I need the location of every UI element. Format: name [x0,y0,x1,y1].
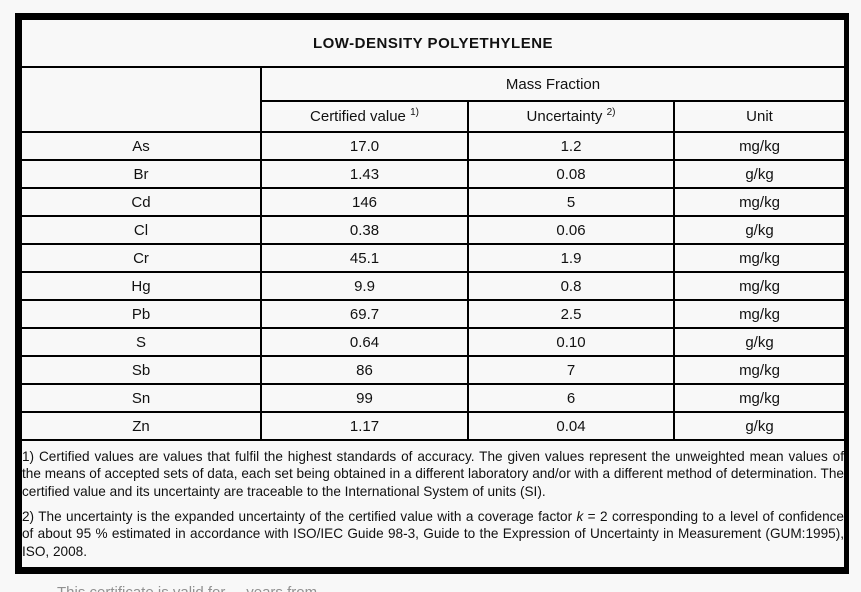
certificate-frame: LOW-DENSITY POLYETHYLENE Mass Fraction C… [15,13,849,574]
cell-certified-value: 9.9 [260,271,469,301]
cell-element-symbol: S [20,327,262,357]
cell-certified-value: 1.17 [260,411,469,441]
cell-uncertainty: 0.8 [467,271,675,301]
cell-certified-value: 45.1 [260,243,469,273]
footnote-1: 1) Certified values are values that fulf… [22,448,844,499]
cell-unit: g/kg [673,159,846,189]
cell-element-symbol: Hg [20,271,262,301]
title-row: LOW-DENSITY POLYETHYLENE [20,18,846,68]
cell-uncertainty: 2.5 [467,299,675,329]
bottom-cutoff-caption: This certificate is valid for ... years … [57,584,334,592]
table-row: Sn 99 6 mg/kg [20,383,846,413]
cell-uncertainty: 7 [467,355,675,385]
cell-unit: g/kg [673,411,846,441]
footnote-row: 1) Certified values are values that fulf… [20,439,846,569]
cell-unit: mg/kg [673,187,846,217]
cell-certified-value: 17.0 [260,131,469,161]
cell-certified-value: 0.38 [260,215,469,245]
group-header-row: Mass Fraction [20,66,846,133]
column-header-uncertainty: Uncertainty 2) [467,100,675,133]
cell-uncertainty: 1.9 [467,243,675,273]
cell-unit: mg/kg [673,271,846,301]
table-row: S 0.64 0.10 g/kg [20,327,846,357]
table-row: Cl 0.38 0.06 g/kg [20,215,846,245]
table-row: Sb 86 7 mg/kg [20,355,846,385]
table-row: As 17.0 1.2 mg/kg [20,131,846,161]
cell-element-symbol: Pb [20,299,262,329]
cell-element-symbol: As [20,131,262,161]
coverage-factor-k: k [576,509,584,524]
table-row: Br 1.43 0.08 g/kg [20,159,846,189]
cell-certified-value: 0.64 [260,327,469,357]
cell-certified-value: 146 [260,187,469,217]
cell-certified-value: 99 [260,383,469,413]
cell-element-symbol: Br [20,159,262,189]
cell-uncertainty: 0.10 [467,327,675,357]
cell-uncertainty: 0.08 [467,159,675,189]
cell-uncertainty: 0.06 [467,215,675,245]
footnote-2-text-post: = 2 corresponding to a level of confiden… [22,509,844,559]
uncertainty-footnote-marker: 2) [606,107,616,118]
cell-element-symbol: Cl [20,215,262,245]
cell-unit: mg/kg [673,355,846,385]
cell-uncertainty: 0.04 [467,411,675,441]
cell-element-symbol: Sn [20,383,262,413]
column-header-unit: Unit [673,100,846,133]
table-row: Zn 1.17 0.04 g/kg [20,411,846,441]
cell-element-symbol: Zn [20,411,262,441]
cell-unit: mg/kg [673,243,846,273]
cell-unit: mg/kg [673,131,846,161]
cell-certified-value: 86 [260,355,469,385]
cell-unit: g/kg [673,215,846,245]
certificate-table: LOW-DENSITY POLYETHYLENE Mass Fraction C… [20,18,846,569]
corner-empty-cell [20,66,262,133]
cell-uncertainty: 6 [467,383,675,413]
certified-value-label: Certified value [310,108,406,125]
page-title: LOW-DENSITY POLYETHYLENE [20,18,846,68]
cell-uncertainty: 5 [467,187,675,217]
cell-certified-value: 1.43 [260,159,469,189]
cell-uncertainty: 1.2 [467,131,675,161]
certified-value-footnote-marker: 1) [410,107,419,118]
cell-element-symbol: Sb [20,355,262,385]
column-header-certified-value: Certified value 1) [260,100,469,133]
cell-element-symbol: Cd [20,187,262,217]
table-row: Pb 69.7 2.5 mg/kg [20,299,846,329]
column-header-row: Certified value 1) Uncertainty 2) Unit [21,100,846,133]
cell-unit: g/kg [673,327,846,357]
table-row: Cd 146 5 mg/kg [20,187,846,217]
group-header-mass-fraction: Mass Fraction [260,66,846,102]
uncertainty-label: Uncertainty [526,108,603,125]
footnotes-block: 1) Certified values are values that fulf… [20,439,846,569]
cell-unit: mg/kg [673,299,846,329]
cell-certified-value: 69.7 [260,299,469,329]
table-row: Hg 9.9 0.8 mg/kg [20,271,846,301]
cell-element-symbol: Cr [20,243,262,273]
footnote-2: 2) The uncertainty is the expanded uncer… [22,508,844,560]
cell-unit: mg/kg [673,383,846,413]
footnote-2-text-pre: 2) The uncertainty is the expanded uncer… [22,509,577,524]
table-row: Cr 45.1 1.9 mg/kg [20,243,846,273]
